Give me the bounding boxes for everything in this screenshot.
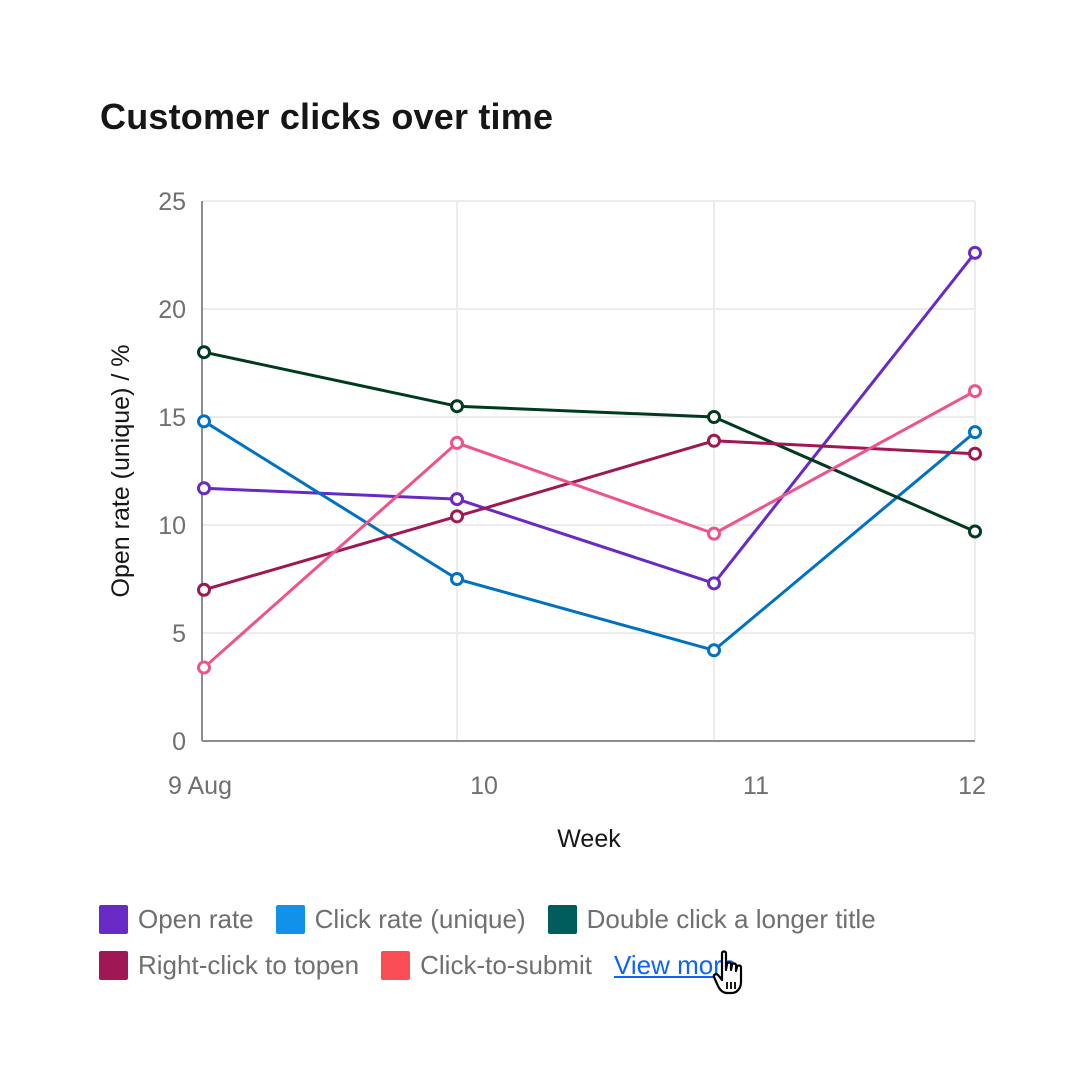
y-tick-label: 5 <box>172 620 186 648</box>
series-right-click-to-topen <box>197 433 982 597</box>
data-point[interactable] <box>197 660 211 675</box>
data-point[interactable] <box>968 425 982 440</box>
swatch-right-click <box>99 950 128 980</box>
legend-row-2: Right-click to topen Click-to-submit Vie… <box>99 942 999 988</box>
y-tick-label: 10 <box>158 512 186 540</box>
legend-label: Open rate <box>138 903 254 934</box>
x-tick-label: 10 <box>470 772 498 800</box>
chart-title: Customer clicks over time <box>100 96 554 137</box>
line-chart: 0 5 10 15 20 25 9 Aug 10 11 12 Open rate (unique… <box>107 188 986 853</box>
legend-item-open-rate[interactable]: Open rate <box>99 904 254 935</box>
data-point[interactable] <box>450 435 464 450</box>
legend-label: Double click a longer title <box>586 903 876 934</box>
gridlines <box>202 200 976 741</box>
legend-label: Click rate (unique) <box>314 903 526 934</box>
x-tick-label: 9 Aug <box>168 772 232 800</box>
legend: Open rate Click rate (unique) Double cli… <box>99 896 999 988</box>
series-click-to-submit <box>197 384 982 675</box>
data-point[interactable] <box>450 399 464 414</box>
series-double-click-a-longer-title <box>197 345 982 539</box>
swatch-double-click <box>547 904 577 934</box>
data-point[interactable] <box>707 410 721 424</box>
x-tick-label: 12 <box>958 772 986 800</box>
y-tick-label: 15 <box>158 404 186 432</box>
hand-pointer-icon <box>712 950 743 995</box>
data-point[interactable] <box>197 345 211 360</box>
y-axis-ticks: 0 5 10 15 20 25 <box>158 188 186 756</box>
swatch-click-rate <box>275 904 305 934</box>
data-point[interactable] <box>707 643 721 658</box>
y-tick-label: 20 <box>158 296 186 324</box>
data-point[interactable] <box>968 245 982 260</box>
data-point[interactable] <box>197 481 211 496</box>
x-axis-ticks: 9 Aug 10 11 12 <box>168 772 986 800</box>
y-axis-label: Open rate (unique) / % <box>107 345 135 598</box>
data-point[interactable] <box>197 414 211 429</box>
x-tick-label: 11 <box>743 772 769 800</box>
data-point[interactable] <box>707 576 721 591</box>
legend-row-1: Open rate Click rate (unique) Double cli… <box>99 896 999 942</box>
legend-item-double-click[interactable]: Double click a longer title <box>547 903 876 935</box>
legend-label: Right-click to topen <box>138 949 360 980</box>
series-open-rate <box>197 245 982 591</box>
y-tick-label: 25 <box>158 188 186 216</box>
series-click-rate-unique- <box>197 414 982 658</box>
legend-item-click-to-submit[interactable]: Click-to-submit <box>381 950 592 981</box>
x-axis-label: Week <box>557 825 621 853</box>
legend-item-click-rate[interactable]: Click rate (unique) <box>275 903 526 935</box>
data-point[interactable] <box>450 509 464 524</box>
swatch-click-to-submit <box>381 950 411 980</box>
legend-label: Click-to-submit <box>420 949 593 980</box>
legend-item-right-click[interactable]: Right-click to topen <box>99 950 359 981</box>
series-lines <box>197 245 982 675</box>
data-point[interactable] <box>197 582 211 597</box>
data-point[interactable] <box>450 492 464 507</box>
data-point[interactable] <box>707 433 721 448</box>
data-point[interactable] <box>450 572 464 586</box>
data-point[interactable] <box>707 526 721 541</box>
data-point[interactable] <box>968 384 982 399</box>
data-point[interactable] <box>968 446 982 461</box>
swatch-open-rate <box>99 904 128 934</box>
axes <box>201 201 975 742</box>
y-tick-label: 0 <box>172 728 186 756</box>
data-point[interactable] <box>968 524 982 539</box>
